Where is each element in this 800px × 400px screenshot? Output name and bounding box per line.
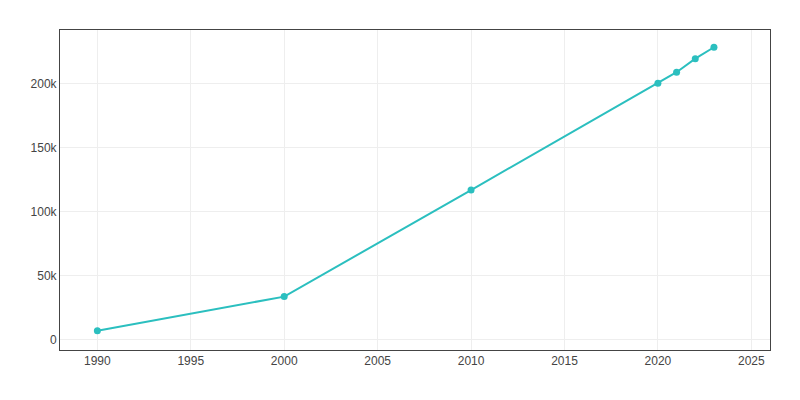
svg-text:50k: 50k [37, 269, 57, 283]
svg-text:150k: 150k [31, 141, 58, 155]
svg-text:1990: 1990 [84, 354, 111, 368]
svg-text:2025: 2025 [738, 354, 765, 368]
svg-text:2020: 2020 [645, 354, 672, 368]
svg-text:200k: 200k [31, 77, 58, 91]
svg-text:0: 0 [50, 333, 57, 347]
svg-text:2000: 2000 [271, 354, 298, 368]
svg-text:2005: 2005 [364, 354, 391, 368]
svg-text:1995: 1995 [177, 354, 204, 368]
svg-text:100k: 100k [31, 205, 58, 219]
svg-text:2010: 2010 [458, 354, 485, 368]
svg-text:2015: 2015 [551, 354, 578, 368]
